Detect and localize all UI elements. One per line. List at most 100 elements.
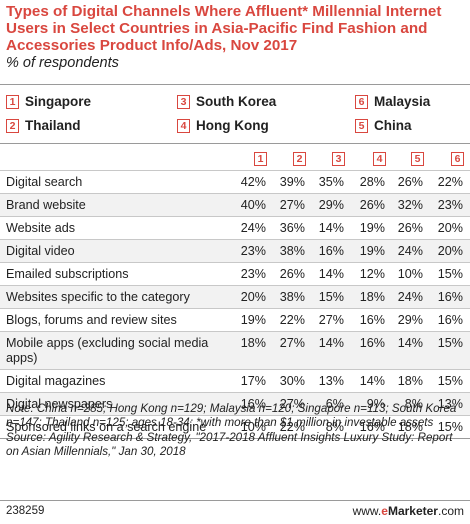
value-cell: 24% — [240, 221, 266, 235]
legend-item: 3 South Korea — [177, 94, 276, 109]
value-cell: 28% — [359, 175, 385, 189]
table-row: Blogs, forums and review sites 19% 22% 27% 1… — [0, 308, 470, 331]
row-label: Sponsored links on a search engine — [6, 420, 207, 434]
chart-subtitle: % of respondents — [6, 55, 119, 71]
value-cell: 20% — [240, 290, 266, 304]
value-cell: 42% — [240, 175, 266, 189]
legend-number-box: 1 — [6, 94, 19, 109]
value-cell: 18% — [397, 420, 423, 434]
value-cell: 18% — [240, 336, 266, 350]
value-cell: 12% — [359, 267, 385, 281]
value-cell: 17% — [240, 374, 266, 388]
table-row: Mobile apps (excluding social media apps… — [0, 331, 470, 369]
column-number-box: 5 — [411, 152, 424, 166]
legend-item: 4 Hong Kong — [177, 118, 269, 133]
row-label: Digital magazines — [6, 374, 106, 388]
legend-number-box: 4 — [177, 118, 190, 133]
table-row: Emailed subscriptions 23% 26% 14% 12% 10% 15% — [0, 262, 470, 285]
value-cell: 15% — [437, 267, 463, 281]
value-cell: 14% — [318, 336, 344, 350]
row-label: Websites specific to the category — [6, 290, 190, 304]
value-cell: 13% — [437, 397, 463, 411]
column-number-box: 1 — [254, 152, 267, 166]
column-header: 2 — [293, 149, 306, 167]
brand-e: e — [381, 504, 388, 518]
legend-item: 1 Singapore — [6, 94, 91, 109]
legend-number-box: 5 — [355, 118, 368, 133]
brand-logo: www.eMarketer.com — [353, 504, 464, 518]
row-label: Digital video — [6, 244, 75, 258]
table-row: Sponsored links on a search engine 10% 22%… — [0, 415, 470, 438]
legend-item: 5 China — [355, 118, 412, 133]
table-row: Digital video 23% 38% 16% 19% 24% 20% — [0, 239, 470, 262]
value-cell: 16% — [437, 313, 463, 327]
value-cell: 20% — [437, 221, 463, 235]
value-cell: 29% — [318, 198, 344, 212]
footer-divider — [0, 500, 470, 501]
row-label: Emailed subscriptions — [6, 267, 129, 281]
brand-prefix: www. — [352, 504, 382, 518]
legend-number-box: 6 — [355, 94, 368, 109]
value-cell: 14% — [318, 267, 344, 281]
value-cell: 16% — [359, 420, 385, 434]
table-row: Websites specific to the category 20% 38% 1… — [0, 285, 470, 308]
note-text: Note: China n=285; Hong Kong n=129; Mala… — [6, 402, 457, 430]
brand-name: Marketer — [387, 504, 438, 518]
value-cell: 19% — [359, 221, 385, 235]
value-cell: 16% — [359, 313, 385, 327]
chart-id: 238259 — [6, 505, 45, 517]
row-label: Brand website — [6, 198, 86, 212]
value-cell: 10% — [240, 420, 266, 434]
source-text: Source: Agility Research & Strategy, "20… — [6, 430, 453, 459]
chart-title: Types of Digital Channels Where Affluent… — [6, 3, 442, 54]
footnote: Note: China n=285; Hong Kong n=129; Mala… — [6, 402, 461, 460]
value-cell: 16% — [437, 290, 463, 304]
value-cell: 9% — [366, 397, 385, 411]
value-cell: 14% — [359, 374, 385, 388]
legend-item: 6 Malaysia — [355, 94, 430, 109]
value-cell: 23% — [240, 267, 266, 281]
legend-label: South Korea — [196, 94, 277, 109]
value-cell: 26% — [359, 198, 385, 212]
value-cell: 14% — [318, 221, 344, 235]
value-cell: 16% — [318, 244, 344, 258]
legend-label: Malaysia — [374, 94, 431, 109]
value-cell: 10% — [397, 267, 423, 281]
value-cell: 16% — [240, 397, 266, 411]
value-cell: 15% — [437, 336, 463, 350]
value-cell: 16% — [359, 336, 385, 350]
column-number-box: 3 — [332, 152, 345, 166]
value-cell: 29% — [397, 313, 423, 327]
value-cell: 39% — [279, 175, 305, 189]
legend-number-box: 2 — [6, 118, 19, 133]
row-label: Blogs, forums and review sites — [6, 313, 177, 327]
value-cell: 23% — [437, 198, 463, 212]
value-cell: 38% — [279, 290, 305, 304]
legend-label: China — [374, 118, 412, 133]
value-cell: 24% — [397, 244, 423, 258]
value-cell: 36% — [279, 221, 305, 235]
value-cell: 14% — [397, 336, 423, 350]
value-cell: 32% — [397, 198, 423, 212]
value-cell: 23% — [240, 244, 266, 258]
table-row: Digital newspapers 16% 27% 6% 9% 8% 13% — [0, 392, 470, 415]
value-cell: 27% — [279, 336, 305, 350]
table-row: Digital search 42% 39% 35% 28% 26% 22% — [0, 170, 470, 193]
value-cell: 38% — [279, 244, 305, 258]
column-header: 5 — [411, 149, 424, 167]
column-number-box: 6 — [451, 152, 464, 166]
value-cell: 24% — [397, 290, 423, 304]
table-bottom-divider — [0, 438, 470, 439]
value-cell: 20% — [437, 244, 463, 258]
legend: 1 Singapore 2 Thailand 3 South Korea 4 Hong Kon… — [0, 84, 470, 145]
table-header: 1 2 3 4 5 6 — [0, 144, 470, 170]
value-cell: 27% — [279, 397, 305, 411]
value-cell: 35% — [318, 175, 344, 189]
value-cell: 8% — [404, 397, 423, 411]
legend-label: Thailand — [25, 118, 81, 133]
legend-item: 2 Thailand — [6, 118, 81, 133]
value-cell: 22% — [279, 420, 305, 434]
table-row: Website ads 24% 36% 14% 19% 26% 20% — [0, 216, 470, 239]
